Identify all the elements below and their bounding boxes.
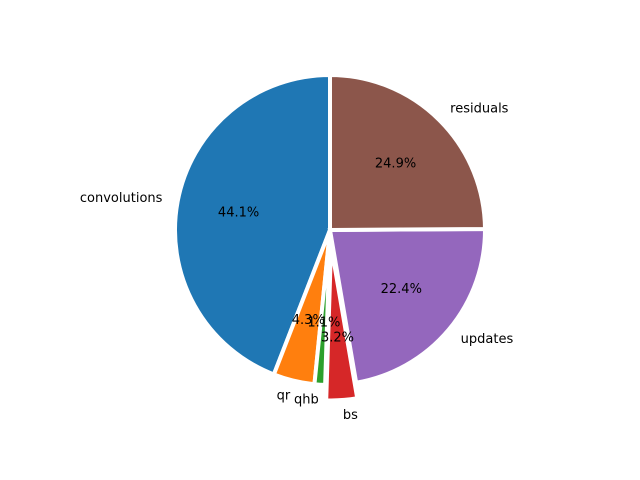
slice-label-residuals: residuals <box>450 102 509 117</box>
pie-slice-updates <box>327 227 487 386</box>
pct-label-qr: 4.3% <box>292 313 325 328</box>
pie-slices <box>173 72 488 403</box>
slice-label-qr: qr <box>277 388 291 403</box>
pct-label-qhb: 1.1% <box>307 315 340 330</box>
pct-label-convolutions: 44.1% <box>218 205 259 220</box>
pct-label-bs: 3.2% <box>321 331 354 346</box>
slice-label-convolutions: convolutions <box>80 191 163 206</box>
pie-slice-residuals <box>328 72 488 233</box>
pct-label-residuals: 24.9% <box>375 157 416 172</box>
pct-label-updates: 22.4% <box>381 282 422 297</box>
slice-label-updates: updates <box>461 332 514 347</box>
pie-slice-convolutions <box>173 72 332 378</box>
slice-label-bs: bs <box>343 408 358 423</box>
slice-label-qhb: qhb <box>294 393 319 408</box>
pie-labels: convolutions 44.1% qr 4.3% qhb 1.1% bs 3.2% upda… <box>80 102 514 423</box>
pie-slice-bs <box>324 245 360 403</box>
